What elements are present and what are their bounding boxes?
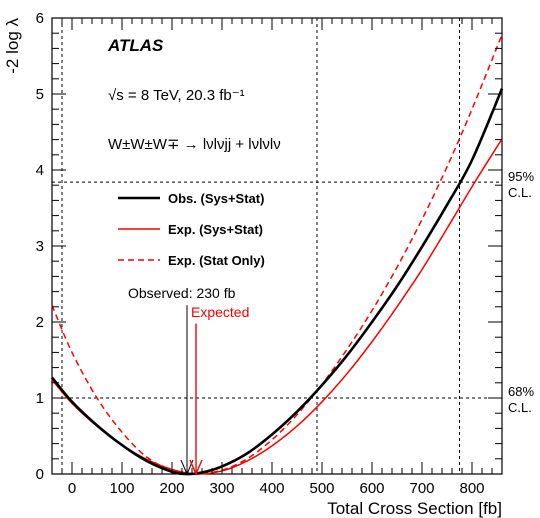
y-axis-title: -2 log λ [3,18,22,74]
process-label: W±W±W∓ → lνlνjj + lνlνlν [108,136,281,153]
observed-label: Observed: 230 fb [128,285,236,301]
legend: Obs. (Sys+Stat) Exp. (Sys+Stat) Exp. (St… [118,191,265,268]
y-tick-label: 5 [36,86,44,103]
legend-label-exp-stat: Exp. (Stat Only) [168,253,265,268]
x-tick-label: 700 [409,480,434,497]
axis-ticks: 0 100 200 300 400 500 600 700 800 0 1 2 3 4 5 6 [36,10,503,497]
expected-marker-arrowhead [189,459,203,476]
y-tick-label: 3 [36,238,44,255]
y-tick-label: 4 [36,162,44,179]
series-obs-sys-stat [50,88,504,476]
y-tick-label: 2 [36,314,44,331]
legend-label-exp: Exp. (Sys+Stat) [168,222,263,237]
observed-expected-markers [180,305,203,476]
x-tick-label: 400 [259,480,284,497]
x-tick-label: 0 [68,480,76,497]
cl95-label-line1: 95% [508,169,534,184]
y-tick-label: 1 [36,390,44,407]
observed-marker-arrowhead [180,459,194,476]
x-tick-label: 300 [209,480,234,497]
series-exp-stat-only [51,34,503,475]
series-exp-sys-stat [51,138,503,475]
x-tick-label: 800 [459,480,484,497]
y-tick-label: 6 [36,10,44,27]
cl68-label-line1: 68% [508,384,534,399]
legend-label-obs: Obs. (Sys+Stat) [168,191,264,206]
x-tick-label: 500 [309,480,334,497]
series-layer [50,34,504,476]
y-tick-label: 0 [36,466,44,483]
energy-lumi-label: √s = 8 TeV, 20.3 fb⁻¹ [108,87,245,104]
x-tick-label: 100 [109,480,134,497]
cl68-label-line2: C.L. [508,400,532,415]
x-tick-label: 600 [359,480,384,497]
cl95-label-line2: C.L. [508,185,532,200]
atlas-label: ATLAS [107,36,164,55]
x-axis-title: Total Cross Section [fb] [327,499,502,518]
expected-label: Expected [191,304,249,320]
x-tick-label: 200 [159,480,184,497]
